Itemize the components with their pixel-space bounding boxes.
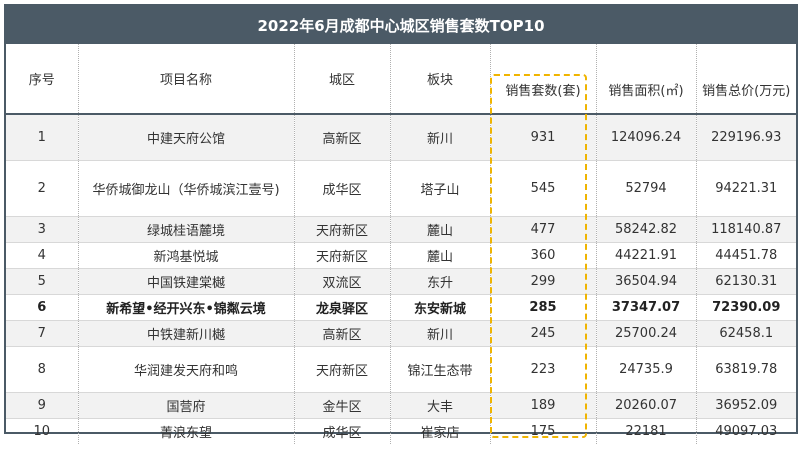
table-cell: 新鸿基悦城 bbox=[78, 241, 295, 268]
table-cell: 崔家店 bbox=[390, 417, 491, 444]
table-cell: 36504.94 bbox=[596, 267, 697, 294]
table-cell: 天府新区 bbox=[294, 345, 391, 392]
table-cell: 3 bbox=[6, 215, 79, 242]
table-cell: 新希望•经开兴东•锦粼云境 bbox=[78, 293, 295, 320]
table-cell: 37347.07 bbox=[596, 293, 697, 320]
table-cell: 高新区 bbox=[294, 319, 391, 346]
table-cell: 绿城桂语麓境 bbox=[78, 215, 295, 242]
table-cell: 中建天府公馆 bbox=[78, 113, 295, 160]
table-frame: 2022年6月成都中心城区销售套数TOP10 序号 项目名称 城区 板块 销售套… bbox=[4, 4, 798, 444]
table-row: 3 绿城桂语麓境 天府新区 麓山 477 58242.82 118140.87 bbox=[6, 215, 796, 242]
table-row: 10 菁浪东望 成华区 崔家店 175 22181 49097.03 bbox=[6, 417, 796, 444]
table-cell: 545 bbox=[490, 159, 597, 216]
table-cell: 龙泉驿区 bbox=[294, 293, 391, 320]
table-cell: 62458.1 bbox=[696, 319, 796, 346]
table-cell: 成华区 bbox=[294, 159, 391, 216]
table-cell: 94221.31 bbox=[696, 159, 796, 216]
column-header: 序号 bbox=[6, 44, 79, 115]
table-title: 2022年6月成都中心城区销售套数TOP10 bbox=[6, 6, 796, 44]
table-cell: 锦江生态带 bbox=[390, 345, 491, 392]
table-row: 1 中建天府公馆 高新区 新川 931 124096.24 229196.93 bbox=[6, 113, 796, 160]
table-cell: 中铁建新川樾 bbox=[78, 319, 295, 346]
table-cell: 麓山 bbox=[390, 241, 491, 268]
table-cell: 360 bbox=[490, 241, 597, 268]
column-header: 项目名称 bbox=[78, 44, 295, 115]
table-cell: 4 bbox=[6, 241, 79, 268]
table-cell: 华润建发天府和鸣 bbox=[78, 345, 295, 392]
table-cell: 931 bbox=[490, 113, 597, 160]
table-cell: 1 bbox=[6, 113, 79, 160]
table-cell: 10 bbox=[6, 417, 79, 444]
table-cell: 44451.78 bbox=[696, 241, 796, 268]
table-cell: 52794 bbox=[596, 159, 697, 216]
table-cell: 285 bbox=[490, 293, 597, 320]
table-cell: 国营府 bbox=[78, 391, 295, 418]
table-cell: 118140.87 bbox=[696, 215, 796, 242]
table-cell: 8 bbox=[6, 345, 79, 392]
table-cell: 金牛区 bbox=[294, 391, 391, 418]
table-row: 9 国营府 金牛区 大丰 189 20260.07 36952.09 bbox=[6, 391, 796, 418]
header-row: 序号 项目名称 城区 板块 销售套数(套) 销售面积(㎡) 销售总价(万元) bbox=[6, 44, 796, 115]
table-row: 2 华侨城御龙山（华侨城滨江壹号) 成华区 塔子山 545 52794 94221.31 bbox=[6, 159, 796, 216]
table-cell: 东安新城 bbox=[390, 293, 491, 320]
table-cell: 25700.24 bbox=[596, 319, 697, 346]
table-cell: 大丰 bbox=[390, 391, 491, 418]
table-cell: 24735.9 bbox=[596, 345, 697, 392]
table-row: 4 新鸿基悦城 天府新区 麓山 360 44221.91 44451.78 bbox=[6, 241, 796, 268]
table-cell: 63819.78 bbox=[696, 345, 796, 392]
table-cell: 菁浪东望 bbox=[78, 417, 295, 444]
table-row: 5 中国铁建棠樾 双流区 东升 299 36504.94 62130.31 bbox=[6, 267, 796, 294]
table-cell: 高新区 bbox=[294, 113, 391, 160]
column-header: 板块 bbox=[390, 44, 491, 115]
column-header: 销售总价(万元) bbox=[696, 44, 796, 115]
table-cell: 7 bbox=[6, 319, 79, 346]
table-cell: 新川 bbox=[390, 319, 491, 346]
table-cell: 22181 bbox=[596, 417, 697, 444]
table-row: 7 中铁建新川樾 高新区 新川 245 25700.24 62458.1 bbox=[6, 319, 796, 346]
table-cell: 5 bbox=[6, 267, 79, 294]
table-cell: 6 bbox=[6, 293, 79, 320]
table-cell: 229196.93 bbox=[696, 113, 796, 160]
table-cell: 9 bbox=[6, 391, 79, 418]
table-cell: 189 bbox=[490, 391, 597, 418]
column-header: 城区 bbox=[294, 44, 391, 115]
table-cell: 塔子山 bbox=[390, 159, 491, 216]
table-cell: 2 bbox=[6, 159, 79, 216]
table-cell: 299 bbox=[490, 267, 597, 294]
table-cell: 62130.31 bbox=[696, 267, 796, 294]
table-cell: 72390.09 bbox=[696, 293, 796, 320]
table-cell: 477 bbox=[490, 215, 597, 242]
sales-table: 序号 项目名称 城区 板块 销售套数(套) 销售面积(㎡) 销售总价(万元) 1… bbox=[6, 44, 796, 444]
table-row: 6 新希望•经开兴东•锦粼云境 龙泉驿区 东安新城 285 37347.07 72390.0… bbox=[6, 293, 796, 320]
table-cell: 新川 bbox=[390, 113, 491, 160]
column-header: 销售套数(套) bbox=[490, 44, 597, 115]
table-cell: 东升 bbox=[390, 267, 491, 294]
table-cell: 双流区 bbox=[294, 267, 391, 294]
table-cell: 华侨城御龙山（华侨城滨江壹号) bbox=[78, 159, 295, 216]
table-cell: 58242.82 bbox=[596, 215, 697, 242]
table-cell: 44221.91 bbox=[596, 241, 697, 268]
table-cell: 20260.07 bbox=[596, 391, 697, 418]
table-cell: 成华区 bbox=[294, 417, 391, 444]
table-cell: 36952.09 bbox=[696, 391, 796, 418]
table-cell: 天府新区 bbox=[294, 215, 391, 242]
table-cell: 175 bbox=[490, 417, 597, 444]
table-cell: 49097.03 bbox=[696, 417, 796, 444]
table-cell: 124096.24 bbox=[596, 113, 697, 160]
table-cell: 245 bbox=[490, 319, 597, 346]
table-cell: 223 bbox=[490, 345, 597, 392]
table-cell: 天府新区 bbox=[294, 241, 391, 268]
table-cell: 麓山 bbox=[390, 215, 491, 242]
column-header: 销售面积(㎡) bbox=[596, 44, 697, 115]
table-row: 8 华润建发天府和鸣 天府新区 锦江生态带 223 24735.9 63819.78 bbox=[6, 345, 796, 392]
table-cell: 中国铁建棠樾 bbox=[78, 267, 295, 294]
